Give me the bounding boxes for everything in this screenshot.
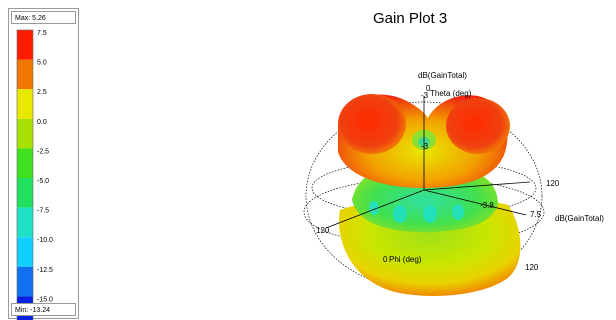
colorbar: 7.5 5.0 2.5 0.0 -2.5 -5.0 -7.5 -10.0 -12.5 -15.0 xyxy=(16,29,53,320)
zero-theta-label: 0 xyxy=(426,84,431,93)
pattern-right-lobe xyxy=(446,98,510,154)
ring-tick-right-lower: 120 xyxy=(525,263,539,272)
ring-tick-right-upper: 120 xyxy=(546,179,560,188)
axes xyxy=(325,96,531,229)
phi-axis-label: Phi (deg) xyxy=(389,255,422,264)
colorbar-tick-label: 2.5 xyxy=(37,89,47,96)
scale-tick-4: 7.5 xyxy=(530,210,542,219)
pattern-waist-spots xyxy=(369,201,464,223)
colorbar-swatch xyxy=(17,207,33,238)
reference-rings xyxy=(303,101,545,291)
colorbar-tick-label: -15.0 xyxy=(37,296,53,303)
legend-min-label: Min: -13.24 xyxy=(11,303,76,316)
scale-tick-2: -3 xyxy=(421,142,429,151)
z-axis-label: dB(GainTotal) xyxy=(418,71,467,80)
scale-tick-1: -3 xyxy=(421,91,429,100)
colorbar-swatch xyxy=(17,237,33,267)
colorbar-swatch xyxy=(17,148,33,178)
side-axis-label: dB(GainTotal) xyxy=(555,214,604,223)
colorbar-swatch xyxy=(17,30,33,60)
colorbar-tick-label: 0.0 xyxy=(37,119,47,126)
colorbar-tick-label: -10.0 xyxy=(37,237,53,244)
colorbar-tick-label: 5.0 xyxy=(37,60,47,67)
legend-max-label: Max: 5.26 xyxy=(11,11,76,24)
colorbar-tick-label: -7.5 xyxy=(37,208,49,215)
theta-axis-label: Theta (deg) xyxy=(430,89,472,98)
colorbar-frame xyxy=(16,29,34,320)
colorbar-tick-label: -12.5 xyxy=(37,267,53,274)
colorbar-swatch xyxy=(17,178,33,208)
colorbar-tick-label: 7.5 xyxy=(37,30,47,37)
chart-title: Gain Plot 3 xyxy=(373,10,448,27)
ring-tick-left: 120 xyxy=(316,226,330,235)
colorbar-swatch xyxy=(17,266,33,297)
colorbar-swatch xyxy=(17,59,33,90)
colorbar-tick-label: -2.5 xyxy=(37,148,49,155)
scale-tick-3: -3.8 xyxy=(480,201,494,210)
colorbar-swatch xyxy=(17,89,33,119)
colorbar-tick-label: -5.0 xyxy=(37,178,49,185)
pattern-left-lobe xyxy=(338,94,406,154)
zero-phi-label: 0 xyxy=(383,255,388,264)
colorbar-swatch xyxy=(17,118,33,149)
colorbar-legend: Max: 5.26 7.5 5.0 2.5 0.0 -2.5 -5.0 -7.5 -10.0 -… xyxy=(8,8,79,320)
